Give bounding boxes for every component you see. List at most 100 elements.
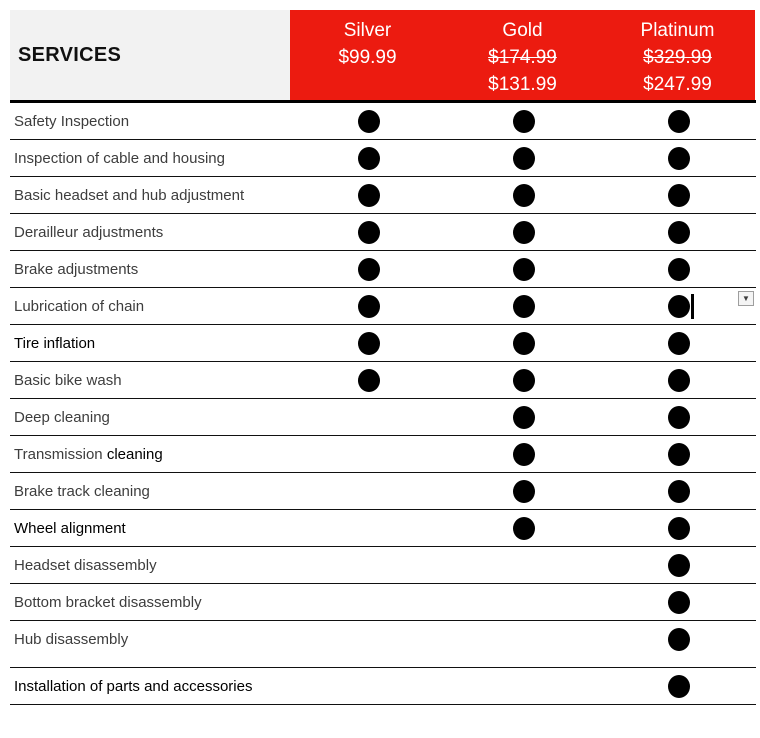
included-dot-platinum <box>667 516 690 540</box>
platinum-cell <box>601 177 756 213</box>
dropdown-button[interactable]: ▼ <box>738 291 754 306</box>
service-label: Tire inflation <box>10 335 291 352</box>
included-dot-gold <box>512 294 535 318</box>
included-dot-platinum <box>667 257 690 281</box>
platinum-cell <box>601 473 756 509</box>
service-label: Bottom bracket disassembly <box>10 594 291 611</box>
platinum-cell <box>601 584 756 620</box>
gold-cell <box>446 214 601 250</box>
included-dot-gold <box>512 257 535 281</box>
table-row: Headset disassembly <box>10 547 756 584</box>
services-header-cell: SERVICES <box>10 10 290 100</box>
service-label-part: Basic bike wash <box>14 371 122 389</box>
service-label: Deep cleaning <box>10 409 291 426</box>
included-dot-platinum <box>667 674 690 698</box>
service-label: Safety Inspection <box>10 113 291 130</box>
table-row: Basic headset and hub adjustment <box>10 177 756 214</box>
included-dot-silver <box>357 257 380 281</box>
included-dot-silver <box>357 368 380 392</box>
platinum-cell <box>601 547 756 583</box>
gold-cell <box>446 547 601 583</box>
included-dot-platinum <box>667 405 690 429</box>
included-dot-silver <box>357 294 380 318</box>
service-label: Wheel alignment <box>10 520 291 537</box>
included-dot-silver <box>357 183 380 207</box>
service-label: Headset disassembly <box>10 557 291 574</box>
service-label-part: cleaning <box>106 445 163 463</box>
silver-cell <box>291 584 446 620</box>
service-label-part: Derailleur adjustments <box>14 223 164 241</box>
silver-cell <box>291 214 446 250</box>
gold-cell <box>446 362 601 398</box>
platinum-cell <box>601 621 756 657</box>
service-label-part: Tire inflation <box>14 334 96 352</box>
service-label-part: Brake adjustments <box>14 260 139 278</box>
plans-banner: Silver $99.99 Gold $174.99 $131.99 Plati… <box>290 10 755 100</box>
service-label: Installation of parts and accessories <box>10 678 291 695</box>
service-label: Brake track cleaning <box>10 483 291 500</box>
gold-cell <box>446 621 601 657</box>
included-dot-silver <box>357 331 380 355</box>
table-row: Inspection of cable and housing <box>10 140 756 177</box>
included-dot-gold <box>512 479 535 503</box>
included-dot-platinum <box>667 109 690 133</box>
service-label-part: Deep cleaning <box>14 408 110 426</box>
included-dot-platinum <box>667 368 690 392</box>
gold-cell <box>446 584 601 620</box>
plan-name-gold: Gold <box>502 20 543 41</box>
plan-price-gold: $131.99 <box>488 74 557 95</box>
table-row: Derailleur adjustments <box>10 214 756 251</box>
dropdown-arrow-icon: ▼ <box>742 293 750 303</box>
silver-cell <box>291 288 446 324</box>
service-label-part: Bottom bracket disassembly <box>14 593 202 611</box>
service-label-part: Hub disassembly <box>14 630 129 648</box>
silver-cell <box>291 436 446 472</box>
service-label-part: Installation of parts and accessories <box>14 677 253 695</box>
included-dot-platinum <box>667 479 690 503</box>
service-label-part: Inspection of cable and housing <box>14 149 225 167</box>
service-label: Derailleur adjustments <box>10 224 291 241</box>
platinum-cell <box>601 436 756 472</box>
plan-price-silver: $99.99 <box>338 47 397 68</box>
services-pricing-table: SERVICES Silver $99.99 Gold $174.99 $131… <box>10 10 756 705</box>
plan-old-price-gold: $174.99 <box>488 47 557 68</box>
included-dot-gold <box>512 146 535 170</box>
service-label: Basic bike wash <box>10 372 291 389</box>
platinum-cell <box>601 251 756 287</box>
service-label: Transmission cleaning <box>10 446 291 463</box>
service-label-part: Brake track cleaning <box>14 482 150 500</box>
platinum-cell <box>601 399 756 435</box>
table-row: Installation of parts and accessories <box>10 668 756 705</box>
service-label-part: Safety Inspection <box>14 112 130 130</box>
included-dot-platinum <box>667 553 690 577</box>
plan-column-silver: Silver $99.99 <box>290 17 445 100</box>
silver-cell <box>291 362 446 398</box>
included-dot-platinum <box>667 331 690 355</box>
included-dot-platinum <box>667 590 690 614</box>
platinum-cell <box>601 140 756 176</box>
platinum-cell <box>601 362 756 398</box>
included-dot-gold <box>512 405 535 429</box>
plan-price-platinum: $247.99 <box>643 74 712 95</box>
platinum-cell <box>601 510 756 546</box>
silver-cell <box>291 668 446 704</box>
silver-cell <box>291 177 446 213</box>
gold-cell <box>446 177 601 213</box>
silver-cell <box>291 399 446 435</box>
table-row: Basic bike wash <box>10 362 756 399</box>
gold-cell <box>446 473 601 509</box>
text-cursor <box>690 294 694 319</box>
plan-column-gold: Gold $174.99 $131.99 <box>445 17 600 100</box>
gold-cell <box>446 668 601 704</box>
table-row: Lubrication of chain ▼ <box>10 288 756 325</box>
included-dot-platinum <box>667 146 690 170</box>
included-dot-gold <box>512 331 535 355</box>
table-row: Deep cleaning <box>10 399 756 436</box>
silver-cell <box>291 103 446 139</box>
table-row: Hub disassembly <box>10 621 756 668</box>
plan-column-platinum: Platinum $329.99 $247.99 <box>600 17 755 100</box>
included-dot-silver <box>357 146 380 170</box>
plan-name-silver: Silver <box>343 20 392 41</box>
included-dot-gold <box>512 442 535 466</box>
included-dot-platinum <box>667 183 690 207</box>
